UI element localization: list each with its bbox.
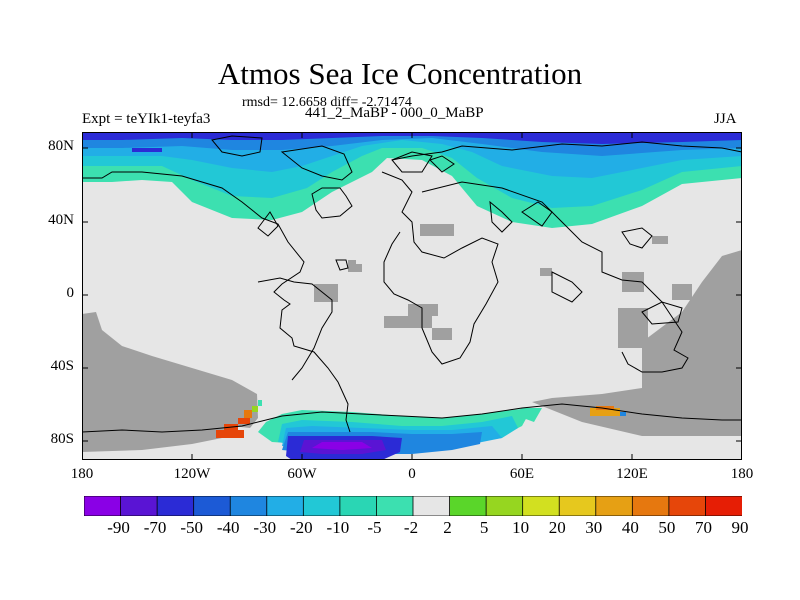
x-tick-label: 120E — [616, 466, 648, 482]
colorbar-swatch — [339, 496, 378, 516]
colorbar-label: -20 — [289, 518, 313, 537]
x-tick-label: 120W — [173, 466, 211, 482]
colorbar-label: -2 — [403, 518, 419, 537]
x-tick-label: 0 — [408, 466, 416, 482]
colorbar-label: -10 — [326, 518, 350, 537]
x-tick-label: 180 — [730, 466, 754, 482]
y-tick-label: 80N — [48, 138, 74, 154]
map-panel — [82, 132, 742, 460]
colorbar-label: 50 — [658, 518, 676, 537]
map-ticks — [82, 132, 742, 460]
colorbar-swatch — [229, 496, 268, 516]
x-tick-label: 60E — [509, 466, 535, 482]
colorbar-swatch — [522, 496, 561, 516]
colorbar-label: 90 — [731, 518, 749, 537]
colorbar-swatch — [193, 496, 232, 516]
colorbar-swatch — [558, 496, 597, 516]
colorbar-label: 20 — [548, 518, 566, 537]
colorbar-label: 2 — [443, 518, 452, 537]
y-tick-label: 40S — [50, 358, 74, 374]
colorbar-swatch — [631, 496, 670, 516]
colorbar-label: -40 — [216, 518, 240, 537]
coastlines — [82, 135, 742, 433]
colorbar-label: 40 — [621, 518, 639, 537]
colorbar-label: 70 — [694, 518, 712, 537]
colorbar-label: 10 — [512, 518, 530, 537]
x-tick-label: 180 — [70, 466, 94, 482]
season-label: JJA — [714, 111, 737, 127]
colorbar-swatch — [376, 496, 414, 516]
y-tick-label: 0 — [66, 285, 75, 301]
colorbar-label: -90 — [107, 518, 130, 537]
colorbar-label: 5 — [479, 518, 489, 537]
colorbar — [84, 496, 742, 516]
colorbar-label: -30 — [253, 518, 277, 537]
experiment-label: Expt = teYIk1-teyfa3 — [82, 111, 211, 127]
colorbar-swatch — [449, 496, 488, 516]
colorbar-swatch — [595, 496, 634, 516]
colorbar-label: 30 — [585, 518, 603, 537]
colorbar-swatch — [120, 496, 159, 516]
y-tick-label: 80S — [50, 431, 74, 447]
colorbar-label: -70 — [143, 518, 167, 537]
stats-label: rmsd= 12.6658 diff= -2.71474 — [242, 95, 412, 110]
colorbar-swatch — [156, 496, 195, 516]
colorbar-label: -50 — [180, 518, 203, 537]
arctic-ice-change — [82, 132, 742, 228]
colorbar-swatch — [302, 496, 341, 516]
colorbar-swatch — [412, 496, 451, 516]
colorbar-swatch — [705, 496, 742, 516]
colorbar-label: -5 — [367, 518, 382, 537]
subtitle: 441_2_MaBP - 000_0_MaBP — [305, 105, 484, 121]
masked-ocean — [82, 224, 742, 452]
colorbar-swatch — [485, 496, 524, 516]
x-tick-label: 60W — [287, 466, 317, 482]
colorbar-swatch — [84, 496, 122, 516]
colorbar-swatch — [266, 496, 305, 516]
colorbar-swatch — [668, 496, 707, 516]
y-tick-label: 40N — [48, 212, 74, 228]
antarctic-ice-change — [216, 400, 626, 460]
map-title: Atmos Sea Ice Concentration — [217, 56, 583, 91]
